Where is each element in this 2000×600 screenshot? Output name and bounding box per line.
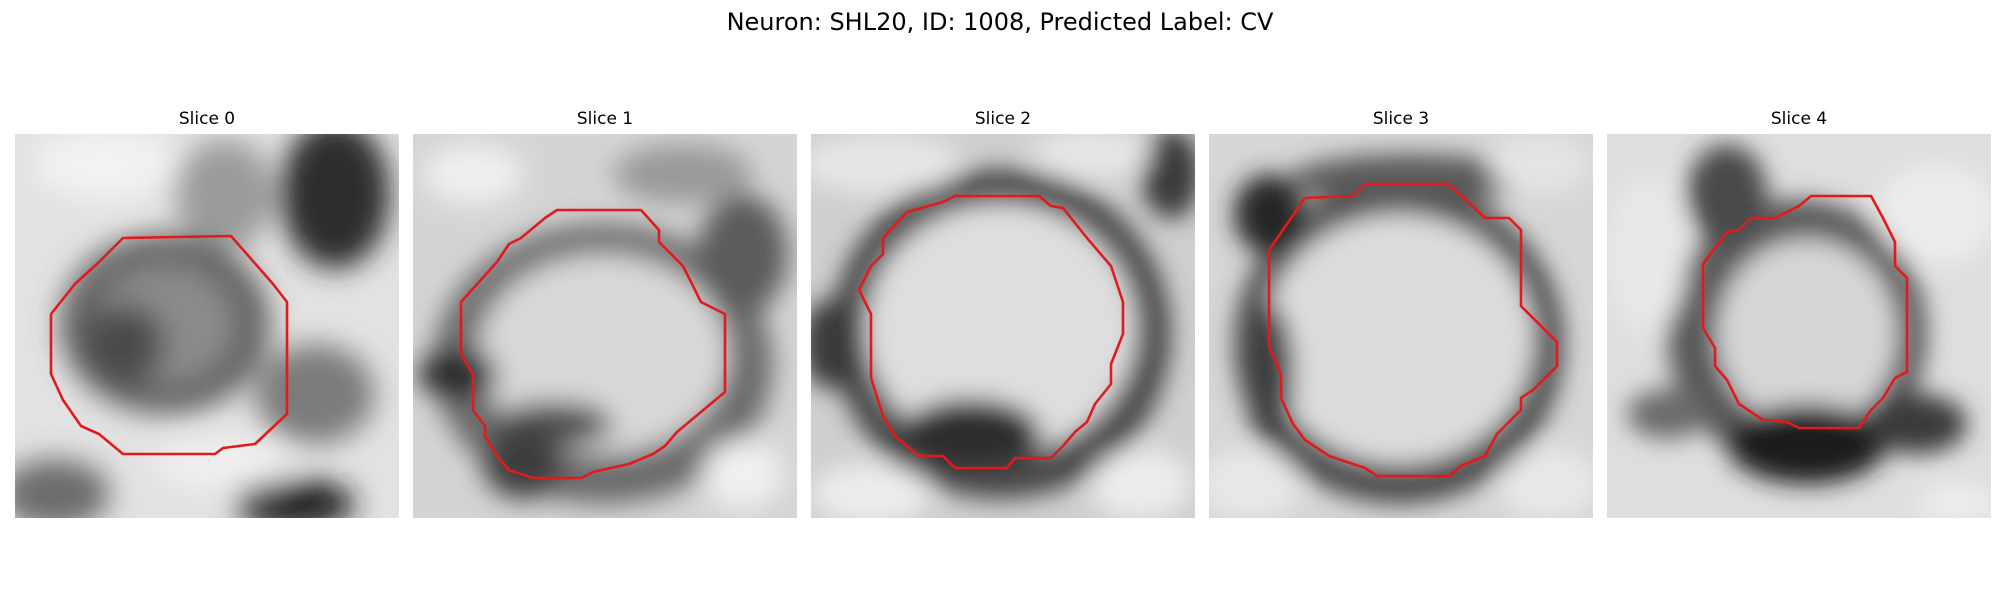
slice-image-4 <box>1607 134 1991 518</box>
slice-panel-3: Slice 3 <box>1209 109 1593 518</box>
slice-title-0: Slice 0 <box>178 109 236 129</box>
contour-1 <box>459 208 727 480</box>
slice-image-2 <box>811 134 1195 518</box>
contour-3 <box>1267 182 1559 478</box>
figure-title: Neuron: SHL20, ID: 1008, Predicted Label… <box>726 8 1274 36</box>
slice-title-3: Slice 3 <box>1372 109 1430 129</box>
contour-4 <box>1701 194 1909 430</box>
slice-title-2: Slice 2 <box>974 109 1032 129</box>
slice-image-0 <box>15 134 399 518</box>
slice-image-1 <box>413 134 797 518</box>
contour-0 <box>49 234 289 456</box>
slice-panel-1: Slice 1 <box>413 109 797 518</box>
slice-panel-4: Slice 4 <box>1607 109 1991 518</box>
slice-panel-2: Slice 2 <box>811 109 1195 518</box>
slice-title-1: Slice 1 <box>576 109 634 129</box>
slice-image-3 <box>1209 134 1593 518</box>
slice-title-4: Slice 4 <box>1770 109 1828 129</box>
slice-panel-0: Slice 0 <box>15 109 399 518</box>
contour-2 <box>857 194 1125 470</box>
